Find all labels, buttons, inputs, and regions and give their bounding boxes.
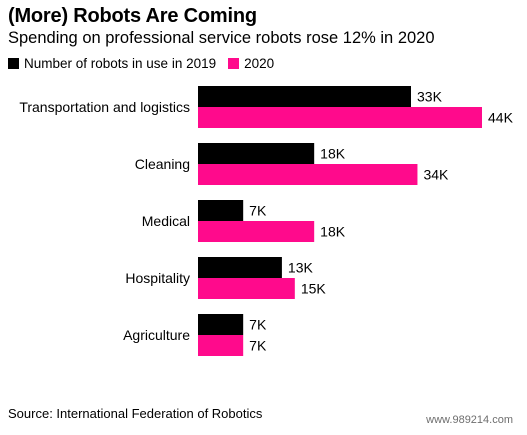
category-label-agriculture: Agriculture: [123, 327, 190, 343]
source-note: Source: International Federation of Robo…: [8, 406, 263, 421]
bar-transportation-and-logistics-2019: [198, 86, 411, 107]
chart-title: (More) Robots Are Coming: [8, 5, 257, 27]
bar-cleaning-2020: [198, 164, 418, 185]
bar-transportation-and-logistics-2020: [198, 107, 482, 128]
data-label-medical-2019: 7K: [249, 203, 267, 219]
category-label-transportation-and-logistics: Transportation and logistics: [19, 99, 190, 115]
data-label-agriculture-2020: 7K: [249, 338, 267, 354]
legend: Number of robots in use in 2019 2020: [8, 55, 286, 71]
category-label-hospitality: Hospitality: [125, 270, 190, 286]
legend-item-2019: Number of robots in use in 2019: [8, 56, 216, 71]
legend-swatch-2020: [228, 57, 240, 69]
bar-medical-2019: [198, 200, 244, 221]
bar-medical-2020: [198, 221, 315, 242]
bar-chart: Transportation and logistics 33K 44K Cleani…: [19, 86, 514, 356]
bar-agriculture-2019: [198, 314, 244, 335]
data-label-transportation-and-logistics-2020: 44K: [488, 110, 514, 126]
data-label-medical-2020: 18K: [320, 224, 346, 240]
category-label-medical: Medical: [142, 213, 190, 229]
legend-item-2020: 2020: [228, 56, 274, 71]
data-label-agriculture-2019: 7K: [249, 317, 267, 333]
category-label-cleaning: Cleaning: [135, 156, 190, 172]
data-label-transportation-and-logistics-2019: 33K: [417, 89, 443, 105]
watermark: www.989214.com: [426, 414, 513, 426]
legend-swatch-2019: [8, 57, 19, 69]
legend-label-2019: Number of robots in use in 2019: [24, 55, 217, 71]
bar-agriculture-2020: [198, 335, 244, 356]
data-label-cleaning-2019: 18K: [320, 146, 346, 162]
chart-subtitle: Spending on professional service robots …: [8, 29, 435, 47]
bar-cleaning-2019: [198, 143, 315, 164]
bar-hospitality-2019: [198, 257, 282, 278]
data-label-hospitality-2019: 13K: [288, 260, 314, 276]
data-label-hospitality-2020: 15K: [301, 281, 327, 297]
legend-label-2020: 2020: [244, 55, 275, 71]
data-label-cleaning-2020: 34K: [423, 167, 449, 183]
bar-hospitality-2020: [198, 278, 295, 299]
